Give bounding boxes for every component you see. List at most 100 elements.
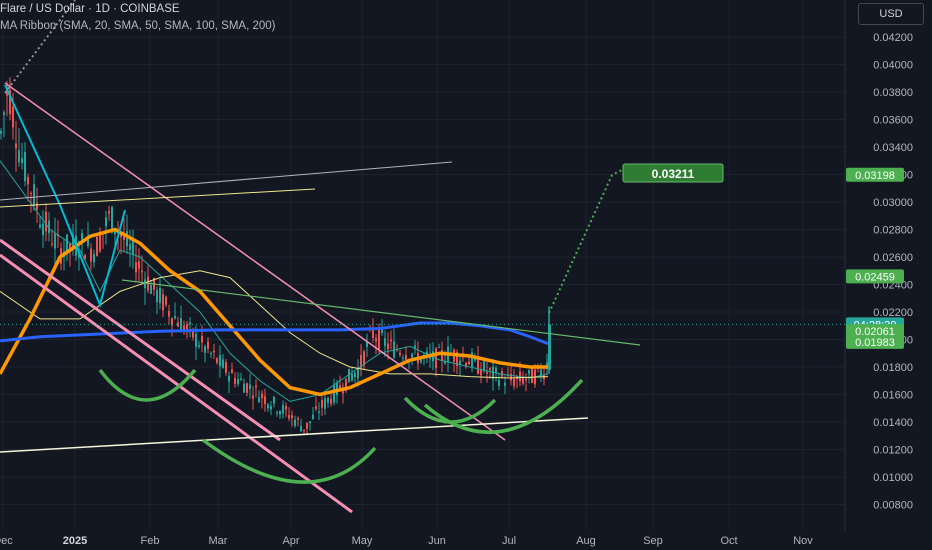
candle-body	[243, 383, 245, 393]
y-tick-label: 0.03600	[873, 115, 913, 127]
x-tick-label: May	[352, 535, 373, 547]
candle-body	[405, 355, 407, 361]
candle-body	[30, 192, 32, 194]
candle-body	[150, 285, 152, 294]
candle-body	[548, 324, 551, 370]
time-axis[interactable]: Dec 2025 Feb Mar Apr May Jun Jul Aug Sep Oct Nov	[0, 535, 813, 547]
candle-body	[12, 106, 14, 128]
candle-body	[21, 158, 23, 163]
candle-body	[396, 349, 398, 351]
candle-body	[177, 322, 179, 327]
candle-body	[87, 237, 89, 246]
candle-body	[273, 396, 275, 404]
candle-body	[165, 296, 167, 305]
candle-body	[84, 255, 86, 260]
green-arc	[201, 438, 377, 484]
x-tick-label: Dec	[0, 535, 13, 547]
y-tick-label: 0.01800	[873, 362, 913, 374]
candle-body	[81, 233, 83, 240]
candle-body	[180, 318, 182, 333]
candle-body	[51, 243, 53, 245]
green-arc	[423, 378, 584, 434]
y-tick-label: 0.03000	[873, 197, 913, 209]
candle-body	[345, 378, 347, 391]
candle-body	[33, 184, 35, 206]
candle-body	[108, 211, 110, 214]
y-tick-label: 0.02600	[873, 252, 913, 264]
candle-body	[0, 130, 2, 134]
projection-line	[548, 169, 623, 314]
candle-body	[354, 372, 356, 377]
candle-body	[492, 366, 494, 380]
candle-body	[489, 368, 491, 371]
candle-body	[258, 397, 260, 403]
x-tick-label: Feb	[141, 535, 160, 547]
y-tick-label: 0.01400	[873, 417, 913, 429]
sma-20-line	[0, 160, 549, 402]
candle-body	[195, 333, 197, 347]
candle-body	[315, 406, 317, 409]
y-tick-label: 0.02800	[873, 225, 913, 237]
symbol-legend[interactable]: Flare / US Dollar · 1D · COINBASE	[0, 3, 180, 15]
x-tick-label: 2025	[63, 535, 87, 547]
price-label-box	[846, 269, 904, 284]
candle-body	[342, 391, 344, 394]
pink-channel-line	[0, 253, 353, 514]
gray-line	[0, 161, 453, 201]
candle-body	[333, 385, 335, 403]
candle-body	[213, 350, 215, 353]
support-line	[0, 417, 589, 453]
candle-body	[207, 341, 209, 349]
candle-body	[318, 411, 320, 413]
candle-body	[78, 253, 80, 258]
candle-body	[93, 253, 95, 263]
candle-body	[54, 233, 56, 249]
candle-body	[234, 378, 236, 384]
candle-body	[321, 400, 323, 408]
candle-body	[471, 352, 473, 368]
currency-button[interactable]: USD	[858, 3, 924, 25]
candle-body	[525, 378, 527, 381]
candle-body	[138, 261, 140, 269]
candle-body	[378, 328, 380, 349]
candle-body	[216, 358, 218, 363]
candle-body	[414, 345, 416, 348]
sma-100-line	[0, 227, 548, 397]
candle-body	[348, 368, 350, 383]
candle-body	[327, 397, 329, 403]
candle-body	[159, 287, 161, 304]
price-label-text: 0.01983	[855, 337, 895, 349]
candle-body	[171, 318, 173, 326]
target-label-box	[622, 163, 724, 183]
candle-body	[261, 393, 263, 399]
candle-body	[306, 422, 308, 429]
price-label-box	[846, 167, 904, 182]
candle-body	[252, 395, 254, 399]
candle-body	[495, 367, 497, 373]
candle-body	[6, 88, 8, 96]
candle-body	[3, 112, 5, 115]
candle-body	[441, 350, 443, 361]
candle-body	[111, 207, 113, 233]
indicator-legend[interactable]: MA Ribbon (SMA, 20, SMA, 50, SMA, 100, S…	[0, 20, 276, 32]
candle-body	[99, 234, 101, 252]
candle-body	[204, 346, 206, 353]
candle-body	[270, 406, 272, 410]
candle-body	[483, 361, 485, 372]
y-tick-label: 0.02200	[873, 307, 913, 319]
candle-body	[309, 421, 311, 423]
candle-body	[18, 150, 20, 163]
candle-body	[480, 369, 482, 376]
candle-body	[357, 367, 359, 379]
candle-body	[330, 398, 332, 405]
candle-body	[240, 378, 242, 380]
y-tick-label: 0.03800	[873, 87, 913, 99]
candle-body	[279, 411, 281, 415]
candle-body	[363, 351, 365, 366]
candle-body	[531, 367, 533, 384]
candle-body	[504, 382, 506, 386]
candle-body	[267, 404, 269, 409]
candle-body	[477, 356, 479, 374]
